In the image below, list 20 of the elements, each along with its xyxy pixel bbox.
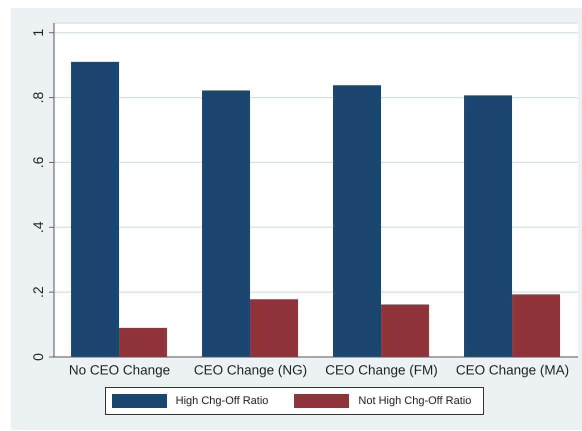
legend-label: High Chg-Off Ratio: [176, 395, 268, 407]
bar: [71, 62, 120, 357]
bar: [333, 85, 382, 357]
legend-label: Not High Chg-Off Ratio: [358, 395, 472, 407]
x-tick-label: CEO Change (MA): [456, 362, 570, 378]
bar: [512, 294, 560, 357]
x-tick-label: No CEO Change: [68, 362, 170, 378]
y-tick-label: .6: [30, 156, 46, 168]
y-tick-label: 0: [30, 352, 46, 361]
bar: [381, 304, 430, 357]
x-tick-label: CEO Change (FM): [325, 362, 438, 378]
bar: [202, 90, 250, 357]
y-tick-label: 1: [30, 28, 46, 37]
y-tick-label: .4: [30, 221, 46, 234]
bar: [464, 95, 512, 357]
bar: [119, 328, 168, 357]
x-tick-label: CEO Change (NG): [194, 362, 308, 378]
y-tick-label: .2: [30, 286, 46, 298]
bar: [250, 299, 298, 357]
y-tick-label: .8: [30, 92, 46, 104]
